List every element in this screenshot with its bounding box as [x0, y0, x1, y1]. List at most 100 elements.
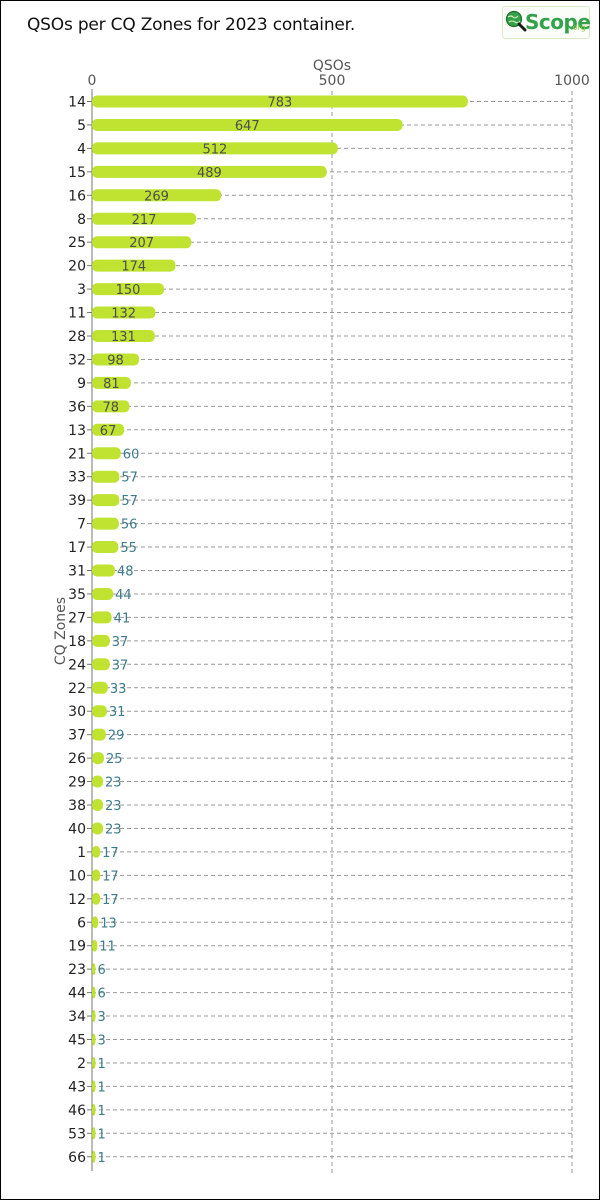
data-value-label: 6 [98, 987, 106, 1002]
data-value-label: 37 [112, 658, 129, 673]
data-value-label: 217 [132, 213, 157, 228]
y-category-label: 15 [68, 165, 86, 181]
bar [92, 845, 101, 858]
bar [92, 1127, 96, 1140]
data-value-label: 269 [144, 189, 169, 204]
x-axis-title: QSOs [313, 58, 351, 74]
data-value-label: 783 [268, 96, 293, 111]
bar [92, 376, 131, 389]
bar [92, 611, 112, 624]
data-value-label: 23 [105, 822, 122, 837]
y-category-label: 34 [68, 1009, 86, 1025]
y-category-label: 10 [68, 868, 86, 884]
data-value-label: 512 [202, 142, 227, 157]
y-category-label: 6 [77, 915, 86, 931]
bar [92, 142, 338, 155]
bar [92, 470, 120, 483]
data-value-label: 98 [107, 353, 124, 368]
bar [92, 236, 192, 249]
bar [92, 423, 125, 436]
bar [92, 1056, 96, 1069]
x-tick-label: 500 [319, 73, 346, 89]
bar [92, 799, 104, 811]
bar [92, 986, 96, 999]
y-category-label: 14 [68, 95, 86, 111]
bar [92, 658, 110, 671]
data-value-label: 57 [121, 471, 138, 486]
y-category-label: 25 [68, 235, 86, 251]
y-category-label: 20 [68, 259, 86, 275]
bar [92, 118, 403, 131]
y-category-label: 44 [68, 986, 86, 1002]
data-value-label: 1 [98, 1151, 106, 1166]
data-value-label: 41 [114, 611, 131, 626]
y-category-label: 3 [77, 282, 86, 298]
data-value-label: 25 [106, 752, 123, 767]
y-category-label: 32 [68, 352, 86, 368]
y-category-label: 53 [68, 1126, 86, 1142]
bar [92, 775, 104, 788]
bar [92, 728, 106, 741]
logo-suffix: .org [570, 23, 586, 32]
data-value-label: 489 [197, 166, 222, 181]
bar [92, 95, 468, 108]
y-category-label: 38 [68, 798, 86, 814]
y-category-label: 12 [68, 892, 86, 908]
data-value-label: 56 [121, 518, 138, 533]
y-category-label: 21 [68, 446, 86, 462]
y-category-label: 27 [68, 610, 86, 626]
data-value-label: 13 [100, 916, 117, 931]
y-category-label: 29 [68, 775, 86, 791]
y-category-label: 30 [68, 704, 86, 720]
data-value-label: 1 [98, 1057, 106, 1072]
data-value-label: 48 [117, 565, 134, 580]
bar [92, 517, 119, 530]
bar [92, 634, 110, 647]
qscope-logo[interactable]: Scope .org [502, 6, 591, 39]
bar [92, 587, 114, 600]
data-value-label: 23 [105, 776, 122, 791]
bar [92, 165, 327, 178]
data-value-label: 132 [111, 307, 136, 322]
y-category-label: 9 [77, 376, 86, 392]
bar [92, 259, 176, 272]
y-category-label: 4 [77, 141, 86, 157]
bar [92, 306, 156, 319]
data-value-label: 17 [102, 893, 119, 908]
y-category-label: 23 [68, 962, 86, 978]
bar [92, 1103, 96, 1116]
data-value-label: 81 [103, 377, 120, 392]
y-category-label: 26 [68, 751, 86, 767]
data-value-label: 55 [120, 541, 137, 556]
data-value-label: 6 [98, 963, 106, 978]
data-value-label: 31 [109, 705, 126, 720]
bar [92, 564, 116, 577]
bar [92, 494, 120, 507]
bar [92, 212, 197, 225]
bar [92, 447, 121, 460]
data-value-label: 150 [116, 283, 141, 298]
value-labels: 7836475124892692172071741501321319881786… [98, 96, 293, 1166]
y-category-label: 36 [68, 399, 86, 415]
data-value-label: 17 [102, 846, 119, 861]
gridlines [87, 91, 573, 1173]
y-category-label: 19 [68, 939, 86, 955]
bar [92, 1150, 96, 1163]
y-category-label: 7 [77, 517, 86, 533]
data-value-label: 33 [110, 682, 127, 697]
data-value-label: 57 [121, 494, 138, 509]
bar [92, 822, 104, 835]
bar [92, 1080, 96, 1093]
data-value-label: 1 [98, 1080, 106, 1095]
data-value-label: 1 [98, 1127, 106, 1142]
bar [92, 330, 155, 342]
bar [92, 869, 101, 882]
bar [92, 353, 140, 366]
y-category-label: 35 [68, 587, 86, 603]
x-axis-ticks: 0 500 1000 [88, 73, 590, 89]
data-value-label: 29 [108, 729, 125, 744]
y-category-label: 45 [68, 1033, 86, 1049]
bar [92, 939, 98, 952]
category-labels: 1454151682520311283293613213339717313527… [68, 95, 86, 1166]
y-category-label: 5 [77, 118, 86, 134]
